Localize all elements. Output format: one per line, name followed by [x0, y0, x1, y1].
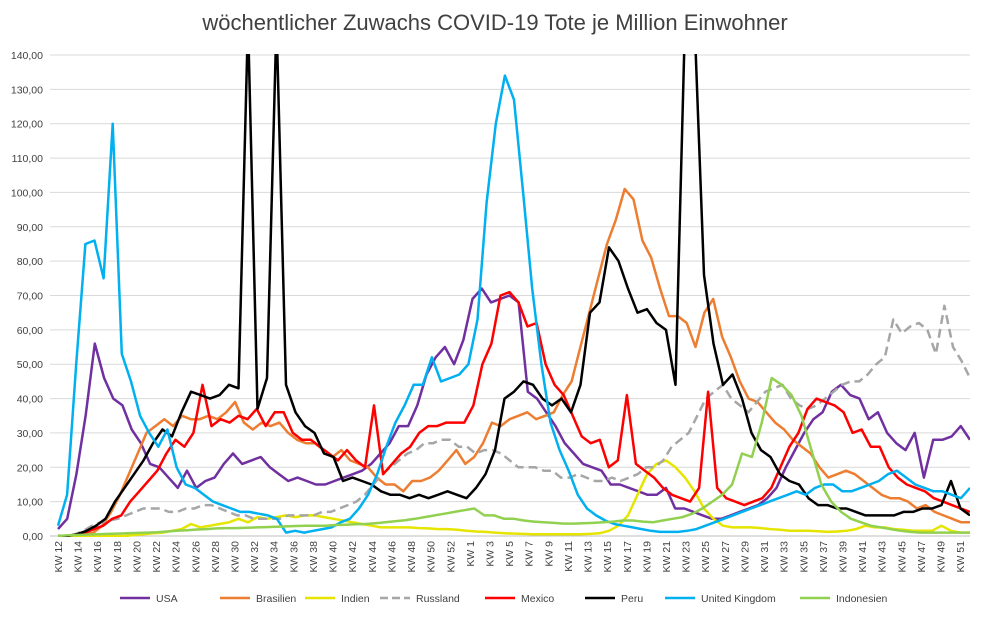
- x-tick-label: KW 47: [916, 541, 928, 573]
- series-line-mexico: [58, 290, 970, 537]
- x-tick-label: KW 41: [857, 541, 869, 573]
- x-tick-label: KW 18: [112, 541, 124, 573]
- x-tick-label: KW 5: [504, 541, 516, 567]
- x-tick-label: KW 37: [818, 541, 830, 573]
- series-line-united-kingdom: [56, 74, 970, 534]
- x-tick-label: KW 33: [779, 541, 791, 573]
- legend-label: Indien: [341, 593, 370, 605]
- y-tick-label: 10,00: [17, 497, 43, 509]
- legend-label: USA: [156, 593, 178, 605]
- y-tick-label: 100,00: [11, 187, 43, 199]
- x-tick-label: KW 21: [661, 541, 673, 573]
- x-tick-label: KW 19: [641, 541, 653, 573]
- series-line-indonesien: [57, 376, 970, 537]
- series-line-peru: [58, 54, 970, 537]
- y-tick-label: 80,00: [17, 256, 43, 268]
- legend-label: Brasilien: [256, 593, 296, 605]
- x-tick-label: KW 50: [426, 541, 438, 573]
- legend-label: United Kingdom: [701, 593, 776, 605]
- x-tick-label: KW 27: [720, 541, 732, 573]
- x-tick-label: KW 46: [386, 541, 398, 573]
- legend-label: Russland: [416, 593, 460, 605]
- x-tick-label: KW 44: [367, 541, 379, 573]
- y-tick-label: 40,00: [17, 394, 43, 406]
- x-tick-label: KW 26: [190, 541, 202, 573]
- x-tick-label: KW 20: [131, 541, 143, 573]
- x-tick-label: KW 9: [543, 541, 555, 567]
- x-tick-label: KW 42: [347, 541, 359, 573]
- series-layer: [56, 54, 970, 537]
- y-tick-label: 90,00: [17, 222, 43, 234]
- x-tick-label: KW 36: [288, 541, 300, 573]
- x-tick-label: KW 25: [700, 541, 712, 573]
- y-tick-label: 110,00: [12, 153, 43, 165]
- x-tick-label: KW 48: [406, 541, 418, 573]
- x-tick-label: KW 29: [739, 541, 751, 573]
- y-tick-label: 130,00: [11, 84, 43, 96]
- x-tick-label: KW 51: [955, 541, 967, 573]
- x-tick-label: KW 38: [308, 541, 320, 573]
- x-tick-label: KW 28: [210, 541, 222, 573]
- y-tick-label: 60,00: [17, 325, 43, 337]
- y-tick-label: 120,00: [11, 119, 43, 131]
- series-line-indien: [58, 459, 970, 537]
- x-tick-label: KW 30: [230, 541, 242, 573]
- y-tick-label: 30,00: [17, 428, 43, 440]
- x-tick-label: KW 14: [73, 541, 85, 573]
- y-tick-label: 20,00: [17, 462, 43, 474]
- y-tick-label: 50,00: [17, 359, 43, 371]
- x-tick-label: KW 35: [798, 541, 810, 573]
- x-tick-label: KW 3: [484, 541, 496, 567]
- x-axis: KW 12 KW 14 KW 16 KW 18 KW 20 KW 22 KW 24 KW 26…: [50, 535, 970, 573]
- x-tick-label: KW 31: [759, 541, 771, 573]
- x-tick-label: KW 11: [563, 541, 575, 572]
- x-tick-label: KW 15: [602, 541, 614, 573]
- y-tick-label: 70,00: [17, 291, 43, 303]
- x-tick-label: KW 16: [92, 541, 104, 573]
- x-tick-label: KW 32: [249, 541, 261, 573]
- x-tick-label: KW 22: [151, 541, 163, 573]
- x-tick-label: KW 49: [936, 541, 948, 573]
- x-tick-label: KW 17: [622, 541, 634, 573]
- y-tick-label: 0,00: [23, 531, 44, 543]
- x-tick-label: KW 52: [445, 541, 457, 573]
- y-tick-label: 140,00: [11, 50, 43, 62]
- chart-title: wöchentlicher Zuwachs COVID-19 Tote je M…: [202, 10, 788, 35]
- legend-label: Indonesien: [836, 593, 888, 605]
- series-line-russland: [58, 304, 970, 537]
- x-tick-label: KW 13: [583, 541, 595, 573]
- legend-label: Peru: [621, 593, 643, 605]
- legend: USA Brasilien Indien Russland Mexico Peru Unit…: [120, 593, 888, 605]
- x-tick-label: KW 43: [877, 541, 889, 573]
- x-tick-label: KW 34: [269, 541, 281, 573]
- y-axis: 0,00 10,00 20,00 30,00 40,00 50,00 60,00 70,00 8…: [11, 50, 43, 543]
- x-tick-label: KW 24: [171, 541, 183, 573]
- legend-label: Mexico: [521, 593, 554, 605]
- x-tick-label: KW 23: [681, 541, 693, 573]
- x-tick-label: KW 1: [465, 541, 477, 567]
- x-tick-label: KW 7: [524, 541, 536, 567]
- x-tick-label: KW 45: [896, 541, 908, 573]
- series-line-usa: [57, 287, 970, 530]
- x-tick-label: KW 40: [328, 541, 340, 573]
- x-tick-label: KW 39: [838, 541, 850, 573]
- x-tick-label: KW 12: [53, 541, 65, 573]
